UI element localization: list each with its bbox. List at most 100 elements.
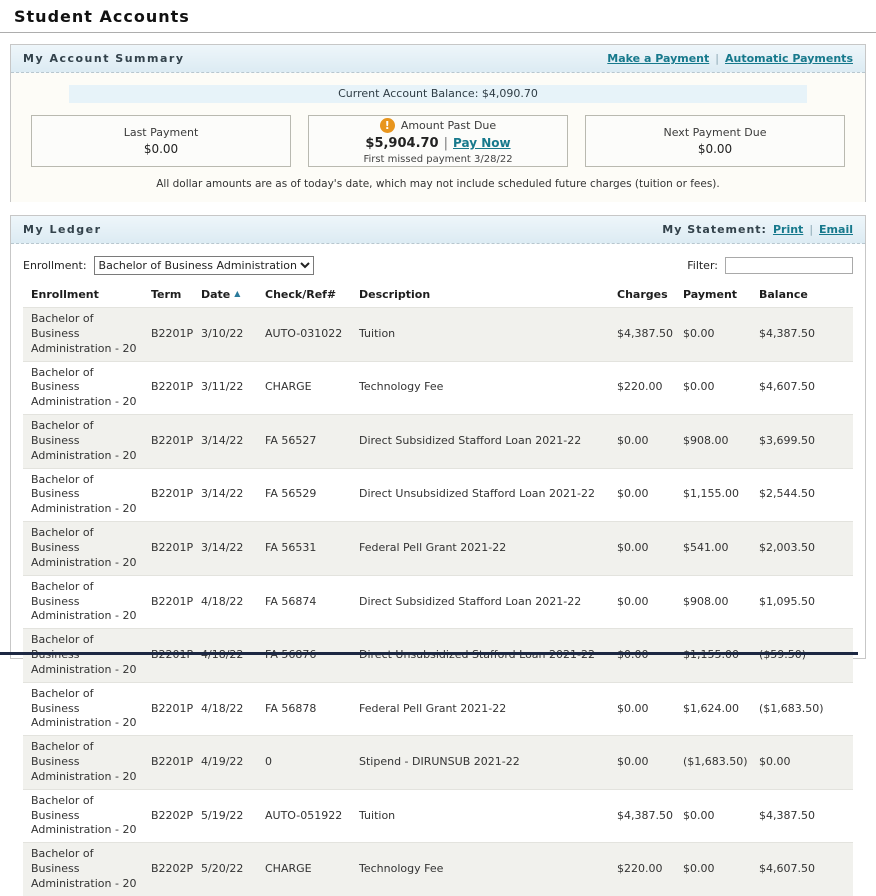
cell-balance: $4,607.50 xyxy=(759,380,815,394)
filter-input[interactable] xyxy=(725,257,853,274)
cell-term: B2201P xyxy=(151,487,194,501)
last-payment-label: Last Payment xyxy=(123,126,199,139)
cell-charges: $0.00 xyxy=(617,594,649,608)
column-header-description[interactable]: Description xyxy=(351,284,609,308)
cell-enrollment: Bachelor of Business Administration - 20 xyxy=(31,847,137,890)
table-row: Bachelor of Business Administration - 20… xyxy=(23,414,853,469)
statement-email-link[interactable]: Email xyxy=(819,223,853,236)
cell-description: Federal Pell Grant 2021-22 xyxy=(359,540,507,554)
cell-charges: $4,387.50 xyxy=(617,808,673,822)
cell-enrollment: Bachelor of Business Administration - 20 xyxy=(31,472,137,516)
cell-check-ref: CHARGE xyxy=(265,380,312,394)
account-summary-title: My Account Summary xyxy=(23,52,185,65)
cell-charges: $220.00 xyxy=(617,380,663,394)
cell-balance: $1,095.50 xyxy=(759,594,815,608)
cell-description: Direct Unsubsidized Stafford Loan 2021-2… xyxy=(351,629,609,683)
make-a-payment-link[interactable]: Make a Payment xyxy=(607,52,710,65)
next-payment-due-card: Next Payment Due $0.00 xyxy=(585,115,845,167)
cell-enrollment: Bachelor of Business Administration - 20 xyxy=(31,633,137,676)
cell-description: Tuition xyxy=(359,808,396,822)
column-header-date[interactable]: Date ▲ xyxy=(193,284,257,308)
cell-payment: ($1,683.50) xyxy=(683,755,748,769)
column-header-check-ref[interactable]: Check/Ref# xyxy=(257,284,351,308)
table-row: Bachelor of Business Administration - 20… xyxy=(23,307,853,362)
cell-check-ref: FA 56876 xyxy=(257,629,351,683)
cell-enrollment: Bachelor of Business Administration - 20 xyxy=(31,419,137,462)
cell-date: 3/14/22 xyxy=(201,540,244,554)
pay-now-link[interactable]: Pay Now xyxy=(453,136,511,150)
cell-term: B2201P xyxy=(151,540,194,554)
cell-payment: $1,155.00 xyxy=(675,629,751,683)
column-header-payment[interactable]: Payment xyxy=(675,284,751,308)
cell-balance: ($1,683.50) xyxy=(759,701,824,715)
cell-date: 5/20/22 xyxy=(201,862,244,876)
cell-payment: $1,155.00 xyxy=(683,487,739,501)
cell-description: Technology Fee xyxy=(359,862,444,876)
next-payment-due-amount: $0.00 xyxy=(697,142,733,156)
ledger-table: Enrollment Term Date ▲ Check/Ref# Description… xyxy=(23,284,853,896)
warning-icon: ! xyxy=(379,117,395,133)
ledger-table-body: Bachelor of Business Administration - 20… xyxy=(23,307,853,896)
cell-term: B2201P xyxy=(151,755,194,769)
ledger-title: My Ledger xyxy=(23,223,102,236)
cell-date: 3/10/22 xyxy=(201,326,244,340)
cell-date: 5/19/22 xyxy=(201,808,244,822)
column-header-enrollment[interactable]: Enrollment xyxy=(23,284,143,308)
cell-payment: $908.00 xyxy=(683,594,729,608)
summary-footnote: All dollar amounts are as of today's dat… xyxy=(156,178,720,190)
cell-term: B2202P xyxy=(151,862,194,876)
table-row: Bachelor of Business Administration - 20… xyxy=(23,735,853,790)
table-row: Bachelor of Business Administration - 20… xyxy=(23,628,853,683)
pay-now-separator: | xyxy=(443,135,448,151)
last-payment-card: Last Payment $0.00 xyxy=(31,115,291,167)
current-balance-bar: Current Account Balance: $4,090.70 xyxy=(69,85,807,103)
cell-payment: $0.00 xyxy=(683,862,715,876)
filter-label: Filter: xyxy=(687,259,718,272)
cell-payment: $0.00 xyxy=(683,380,715,394)
account-summary-panel: My Account Summary Make a Payment | Auto… xyxy=(10,44,866,202)
enrollment-label: Enrollment: xyxy=(23,259,87,272)
table-row: Bachelor of Business Administration - 20… xyxy=(23,468,853,522)
cell-term: B2202P xyxy=(151,808,194,822)
cell-check-ref: AUTO-031022 xyxy=(265,326,343,340)
column-header-balance[interactable]: Balance xyxy=(751,284,853,308)
cell-check-ref: FA 56531 xyxy=(265,540,317,554)
cell-date: 3/14/22 xyxy=(201,487,244,501)
cell-charges: $0.00 xyxy=(617,755,649,769)
first-missed-payment-note: First missed payment 3/28/22 xyxy=(363,153,513,165)
cell-date: 4/18/22 xyxy=(193,629,257,683)
cell-charges: $220.00 xyxy=(617,862,663,876)
ledger-header: My Ledger My Statement: Print | Email xyxy=(11,216,865,244)
enrollment-select[interactable]: Bachelor of Business Administration - 20 xyxy=(93,256,314,275)
cell-description: Direct Subsidized Stafford Loan 2021-22 xyxy=(359,594,582,608)
cell-term: B2201P xyxy=(143,629,193,683)
table-row: Bachelor of Business Administration - 20… xyxy=(23,361,853,415)
cell-charges: $0.00 xyxy=(609,629,675,683)
automatic-payments-link[interactable]: Automatic Payments xyxy=(724,52,853,65)
column-header-term[interactable]: Term xyxy=(143,284,193,308)
cell-charges: $0.00 xyxy=(617,433,649,447)
next-payment-due-label: Next Payment Due xyxy=(663,126,767,139)
cell-balance: ($59.50) xyxy=(751,629,853,683)
cell-term: B2201P xyxy=(151,433,194,447)
cell-enrollment: Bachelor of Business Administration - 20 xyxy=(31,793,137,837)
cell-balance: $2,544.50 xyxy=(759,487,815,501)
column-header-charges[interactable]: Charges xyxy=(609,284,675,308)
cell-balance: $0.00 xyxy=(759,755,791,769)
ledger-panel: My Ledger My Statement: Print | Email En… xyxy=(10,215,866,896)
cell-check-ref: FA 56878 xyxy=(265,701,317,715)
statement-print-link[interactable]: Print xyxy=(772,223,804,236)
cell-term: B2201P xyxy=(151,701,194,715)
cell-date: 4/18/22 xyxy=(201,701,244,715)
link-separator: | xyxy=(715,52,719,65)
table-row: Bachelor of Business Administration - 20… xyxy=(23,842,853,896)
cell-term: B2201P xyxy=(151,380,194,394)
cell-date: 4/19/22 xyxy=(201,755,244,769)
cell-date: 3/14/22 xyxy=(201,433,244,447)
table-row: Bachelor of Business Administration - 20… xyxy=(23,789,853,843)
last-payment-amount: $0.00 xyxy=(143,142,179,156)
cell-check-ref: FA 56529 xyxy=(265,487,317,501)
cell-balance: $4,607.50 xyxy=(759,862,815,876)
cell-charges: $0.00 xyxy=(617,701,649,715)
cell-payment: $0.00 xyxy=(683,326,715,340)
